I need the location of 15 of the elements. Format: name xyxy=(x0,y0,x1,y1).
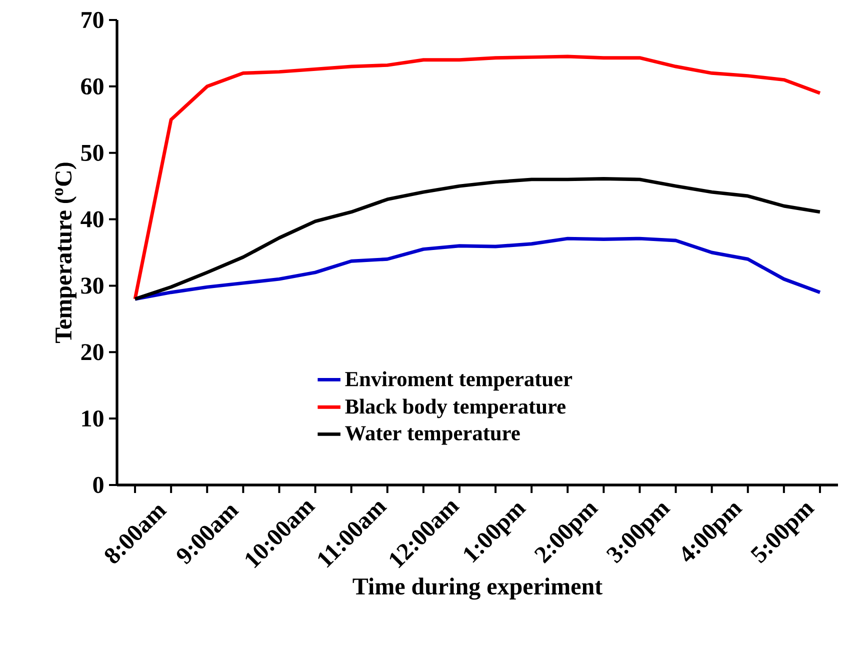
y-tick-label: 40 xyxy=(80,211,104,228)
y-tick-label: 60 xyxy=(81,78,104,95)
x-axis-title: Time during experiment xyxy=(352,578,602,600)
y-axis-title: Temperature ($^{o}$C) xyxy=(54,162,76,343)
y-tick-label: 10 xyxy=(82,410,104,427)
legend-label: Black body temperature xyxy=(345,398,566,418)
legend-label: Water temperature xyxy=(345,426,520,445)
y-tick-label: 0 xyxy=(93,476,104,494)
y-tick-label: 20 xyxy=(81,344,104,360)
line-series xyxy=(133,177,822,301)
y-tick-label: 70 xyxy=(82,12,104,28)
legend-label: Enviroment temperatuer xyxy=(345,371,572,391)
y-tick-label: 30 xyxy=(81,278,104,294)
line-series xyxy=(133,236,822,301)
y-tick-label: 50 xyxy=(81,144,104,161)
